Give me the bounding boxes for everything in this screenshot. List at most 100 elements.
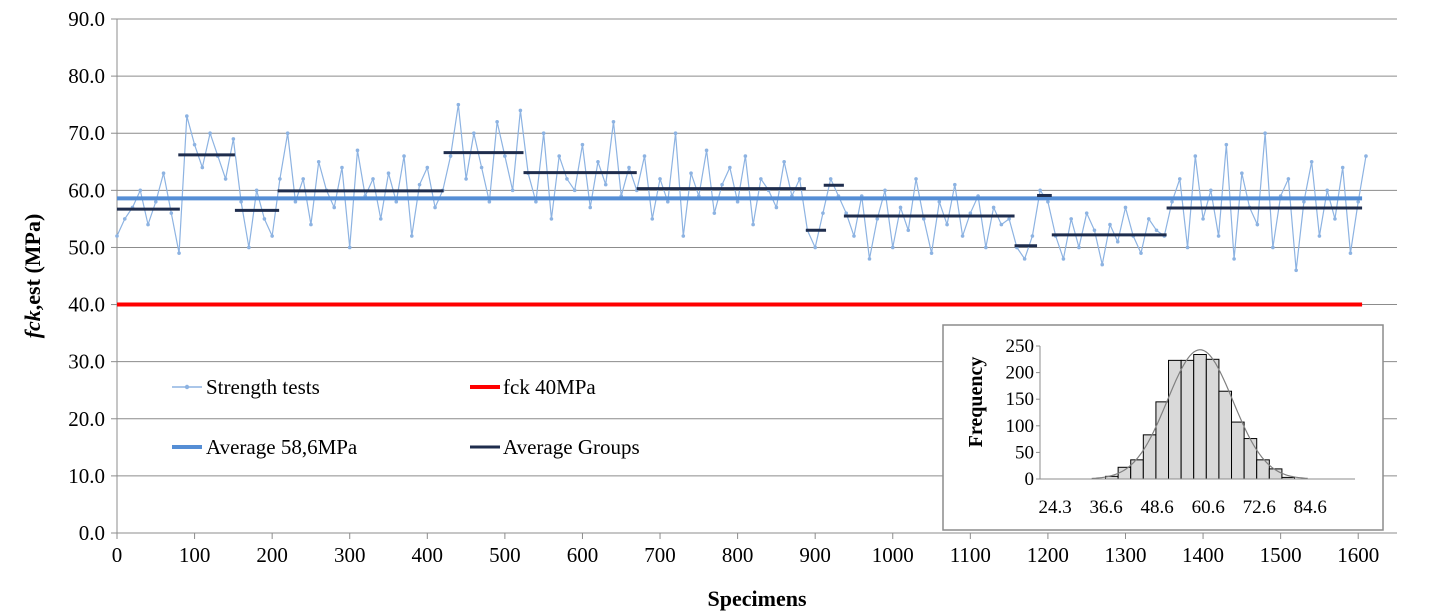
inset-y-tick-label: 250 [1006, 336, 1035, 357]
strength-test-point [402, 154, 406, 158]
y-tick-label: 20.0 [68, 407, 105, 431]
strength-test-point [1077, 245, 1081, 250]
strength-test-point [728, 165, 732, 170]
strength-test-point [1216, 234, 1221, 238]
strength-test-point [712, 211, 717, 215]
histogram-bar [1231, 421, 1245, 480]
inset-y-tick-label: 100 [1006, 416, 1035, 437]
strength-test-point [270, 234, 274, 238]
strength-test-point [1340, 165, 1345, 170]
legend-item-average: Average 58,6MPa [172, 435, 358, 459]
y-tick-label: 60.0 [68, 178, 105, 202]
svg-text:Strength tests: Strength tests [206, 375, 320, 399]
strength-test-point [1333, 217, 1337, 221]
x-tick-label: 600 [567, 543, 599, 567]
x-tick-label: 300 [334, 543, 366, 567]
y-axis-ticks: 0.0 10.0 20.0 30.0 40.0 50.0 60.0 70.0 80.0 90.0 [68, 7, 117, 545]
strength-test-point [689, 171, 693, 175]
strength-test-point [1263, 131, 1267, 136]
strength-test-point [254, 188, 259, 193]
histogram-bar [1117, 466, 1132, 480]
y-tick-label: 10.0 [68, 464, 105, 488]
strength-test-point [572, 188, 577, 193]
strength-test-point [673, 131, 678, 136]
svg-text:Average Groups: Average Groups [503, 435, 640, 459]
strength-test-point [1007, 217, 1011, 221]
inset-x-tick-label: 84.6 [1294, 497, 1327, 518]
y-tick-label: 50.0 [68, 235, 105, 259]
strength-test-point [1069, 217, 1073, 221]
strength-test-point [960, 234, 965, 238]
strength-test-point [309, 222, 313, 227]
strength-test-point [1302, 199, 1306, 204]
strength-test-point [1177, 177, 1182, 181]
strength-test-point [278, 177, 282, 181]
y-tick-label: 40.0 [68, 293, 105, 317]
strength-test-point [409, 234, 414, 238]
strength-test-point [1325, 188, 1329, 193]
strength-test-point [681, 234, 686, 238]
y-axis-label: fck,est (MPa) [20, 214, 45, 339]
svg-text:Average 58,6MPa: Average 58,6MPa [206, 435, 358, 459]
inset-y-tick-label: 0 [1025, 469, 1035, 490]
x-tick-label: 900 [799, 543, 831, 567]
strength-test-point [510, 188, 515, 193]
strength-test-point [1317, 234, 1322, 238]
strength-test-point [1364, 154, 1368, 158]
histogram-inset: Frequency 0 50 100 150 200 250 24.3 36.6 48.6 60.… [942, 324, 1384, 531]
strength-test-point [371, 177, 375, 181]
strength-test-point [1030, 234, 1035, 238]
strength-test-point [285, 131, 290, 136]
strength-test-point [146, 222, 150, 227]
strength-test-point [797, 177, 802, 181]
legend-item-strength-tests: Strength tests [172, 375, 320, 399]
x-tick-label: 800 [722, 543, 754, 567]
strength-test-point [1209, 188, 1213, 193]
strength-test-point [968, 211, 973, 215]
strength-test-point [658, 177, 662, 181]
strength-test-point [394, 199, 399, 204]
strength-test-point [821, 211, 825, 215]
strength-test-point [169, 211, 174, 215]
strength-test-point [479, 165, 484, 170]
strength-test-point [1100, 262, 1105, 267]
strength-test-point [945, 222, 949, 227]
strength-test-point [596, 159, 600, 164]
strength-test-point [774, 205, 779, 210]
strength-test-point [999, 222, 1004, 227]
strength-test-point [751, 222, 755, 227]
normal-fit-curve [1091, 349, 1308, 480]
inset-x-tick-label: 24.3 [1038, 497, 1071, 518]
strength-test-point [844, 211, 849, 215]
strength-test-point [386, 171, 391, 175]
strength-test-point [603, 182, 608, 187]
strength-test-point [650, 217, 655, 221]
svg-text:fck 40MPa: fck 40MPa [503, 375, 596, 399]
series-layer [115, 102, 1368, 307]
strength-test-point [503, 154, 507, 158]
strength-test-point [898, 205, 903, 210]
strength-test-point [906, 228, 911, 233]
strength-test-point [1201, 217, 1205, 221]
strength-test-point [991, 205, 996, 210]
legend-item-average-groups: Average Groups [470, 435, 640, 459]
x-tick-label: 100 [179, 543, 211, 567]
strength-test-point [883, 188, 887, 193]
x-tick-label: 400 [412, 543, 444, 567]
inset-x-tick-label: 72.6 [1243, 497, 1276, 518]
histogram-bar [1142, 434, 1157, 480]
inset-x-tick-label: 60.6 [1192, 497, 1225, 518]
inset-x-tick-label: 48.6 [1141, 497, 1174, 518]
strength-test-point [1038, 188, 1042, 193]
strength-test-point [743, 154, 748, 158]
strength-test-point [316, 159, 321, 164]
strength-test-point [1123, 205, 1128, 210]
strength-test-point [565, 177, 569, 181]
strength-test-point [1084, 211, 1089, 215]
strength-test-point [200, 165, 205, 170]
histogram-bar [1205, 358, 1220, 480]
x-tick-label: 1600 [1337, 543, 1379, 567]
strength-test-point [355, 148, 360, 153]
strength-test-point [464, 177, 468, 181]
